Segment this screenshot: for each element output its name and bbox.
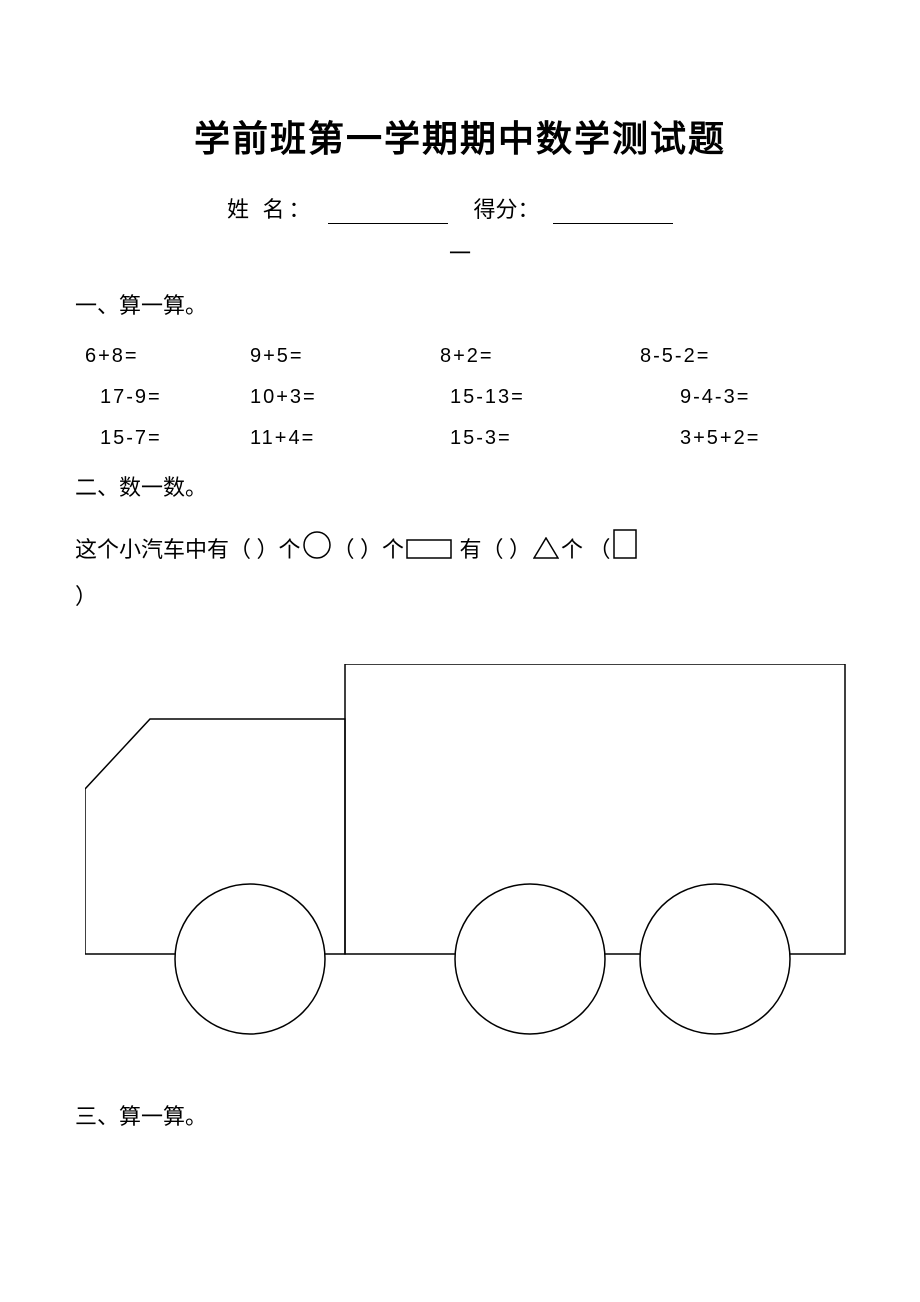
math-cell: 6+8= xyxy=(85,345,250,368)
math-cell: 15-13= xyxy=(440,386,640,409)
name-label: 姓 名： xyxy=(227,197,315,222)
math-cell: 9-4-3= xyxy=(640,386,840,409)
math-row: 6+8= 9+5= 8+2= 8-5-2= xyxy=(85,345,845,368)
math-cell: 10+3= xyxy=(250,386,440,409)
math-cell: 9+5= xyxy=(250,345,440,368)
counting-question: 这个小汽车中有（ ）个 （ ）个 有（ ） 个 （ ） xyxy=(75,527,845,619)
section-1-heading: 一、算一算。 xyxy=(75,288,845,320)
math-grid: 6+8= 9+5= 8+2= 8-5-2= 17-9= 10+3= 15-13=… xyxy=(75,345,845,450)
rectangle-icon xyxy=(406,529,452,574)
triangle-icon xyxy=(533,529,559,574)
circle-icon xyxy=(303,529,331,574)
math-row: 15-7= 11+4= 15-3= 3+5+2= xyxy=(85,427,845,450)
math-cell: 8-5-2= xyxy=(640,345,840,368)
truck-svg xyxy=(85,664,855,1044)
counting-text-part: （ ）个 xyxy=(333,537,405,562)
section-2-heading: 二、数一数。 xyxy=(75,470,845,502)
counting-text-part: 个 （ xyxy=(561,537,611,562)
score-label: 得分： xyxy=(474,197,540,222)
dash-separator: 一 xyxy=(75,236,845,268)
math-cell: 17-9= xyxy=(85,386,250,409)
math-cell: 15-3= xyxy=(440,427,640,450)
score-underline[interactable] xyxy=(553,204,673,224)
truck-diagram xyxy=(85,664,845,1049)
name-underline[interactable] xyxy=(328,204,448,224)
counting-text-part: 有（ ） xyxy=(454,537,531,562)
header-fields: 姓 名： 得分： xyxy=(75,192,845,224)
section-3-heading: 三、算一算。 xyxy=(75,1099,845,1131)
counting-text-part: 这个小汽车中有（ ）个 xyxy=(75,537,301,562)
counting-text-part: ） xyxy=(75,584,97,609)
math-cell: 3+5+2= xyxy=(640,427,840,450)
math-row: 17-9= 10+3= 15-13= 9-4-3= xyxy=(85,386,845,409)
math-cell: 15-7= xyxy=(85,427,250,450)
page-title: 学前班第一学期期中数学测试题 xyxy=(75,110,845,162)
math-cell: 8+2= xyxy=(440,345,640,368)
math-cell: 11+4= xyxy=(250,427,440,450)
square-icon xyxy=(613,529,637,574)
